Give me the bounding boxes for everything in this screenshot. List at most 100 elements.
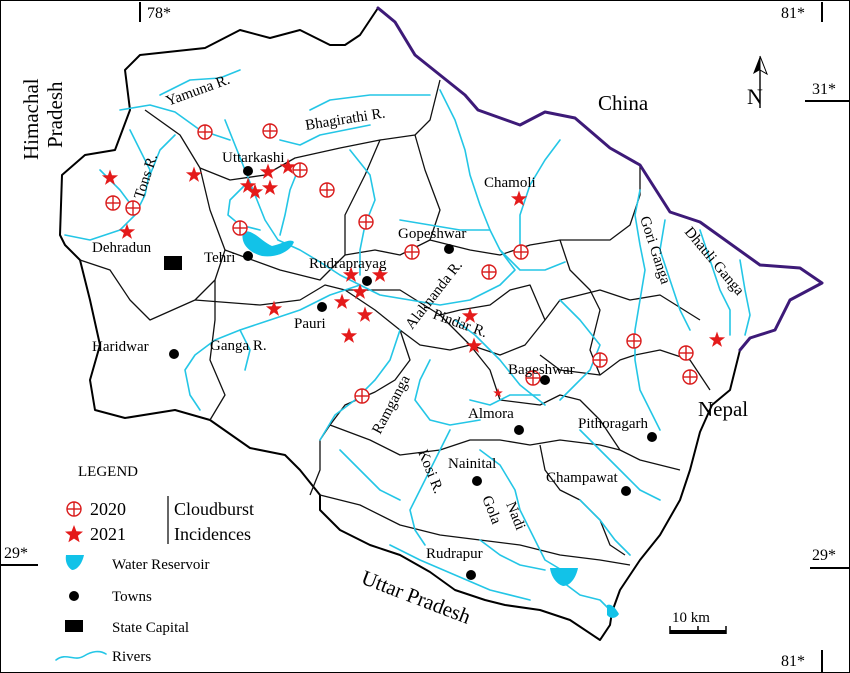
legend-2021-icon: [65, 525, 83, 543]
legend-rivers-label: Rivers: [112, 649, 151, 665]
legend-capital-label: State Capital: [112, 620, 189, 636]
cloudburst-2020-marker: [481, 264, 497, 280]
legend-2020-label: 2020: [90, 499, 126, 519]
cloudburst-2020-marker: [262, 123, 278, 139]
region-nepal: Nepal: [698, 397, 748, 421]
legend-2020-icon: [66, 501, 82, 517]
cloudburst-2021-marker: [259, 163, 277, 179]
cloudburst-2021-marker: [239, 177, 257, 193]
cloudburst-2021-marker: [185, 166, 203, 182]
cloudburst-2021-marker: [279, 158, 297, 174]
cloudburst-2020-marker: [197, 124, 213, 140]
town-dot-champawat: [621, 486, 631, 496]
legend-reservoir-label: Water Reservoir: [112, 557, 210, 573]
town-label-pauri: Pauri: [294, 316, 326, 332]
legend-town-icon: [69, 591, 79, 601]
cloudburst-2021-marker: [351, 283, 369, 299]
coord-right-upper: 31*: [812, 81, 836, 98]
river-label-ganga: Ganga R.: [210, 338, 267, 354]
scale-bar-label: 10 km: [672, 610, 710, 626]
cloudburst-2021-marker: [461, 307, 479, 323]
cloudburst-2020-marker: [592, 352, 608, 368]
town-label-bageshwar: Bageshwar: [508, 362, 575, 378]
cloudburst-2020-marker: [358, 214, 374, 230]
coord-right-lower: 29*: [812, 547, 836, 564]
cloudburst-2020-marker: [354, 388, 370, 404]
incidences-2020: [105, 123, 698, 404]
cloudburst-2021-marker: [493, 388, 503, 397]
town-label-pithoragarh: Pithoragarh: [578, 416, 648, 432]
scale-bar: 10 km: [669, 610, 727, 634]
district-boundaries: [79, 79, 711, 566]
legend-river-icon: [55, 650, 107, 661]
town-dot-pauri: [317, 302, 327, 312]
legend: LEGEND 2020 2021 Cloudburst Incidences W…: [55, 464, 254, 665]
cloudburst-2020-marker: [292, 162, 308, 178]
town-label-nainital: Nainital: [448, 456, 496, 472]
town-label-uttarkashi: Uttarkashi: [222, 150, 284, 166]
legend-cloudburst-label: Cloudburst: [174, 499, 254, 519]
cloudburst-2021-marker: [246, 183, 264, 199]
legend-towns-label: Towns: [112, 589, 152, 605]
town-dot-gopeshwar: [444, 244, 454, 254]
cloudburst-2021-marker: [356, 306, 374, 322]
legend-2021-label: 2021: [90, 524, 126, 544]
cloudburst-2021-marker: [101, 169, 119, 185]
region-himachal-line1: Himachal: [19, 78, 43, 160]
region-himachal-line2: Pradesh: [43, 81, 67, 148]
town-dot-bageshwar: [540, 375, 550, 385]
cloudburst-2020-marker: [682, 369, 698, 385]
town-label-rudraprayag: Rudraprayag: [309, 256, 387, 272]
town-dot-tehri: [243, 251, 253, 261]
reservoir-southeast: [607, 604, 619, 618]
coord-bottom-right: 81*: [781, 653, 805, 670]
town-dot-rudraprayag: [362, 276, 372, 286]
town-label-champawat: Champawat: [546, 470, 618, 486]
legend-reservoir-icon: [65, 555, 84, 570]
cloudburst-2021-marker: [708, 331, 726, 347]
cloudburst-2020-marker: [626, 333, 642, 349]
coord-top-left: 78*: [147, 5, 171, 22]
town-dot-uttarkashi: [243, 166, 253, 176]
cloudburst-2021-marker: [118, 223, 136, 239]
cloudburst-2020-marker: [404, 244, 420, 260]
cloudburst-2021-marker: [510, 190, 528, 206]
cloudburst-2020-marker: [678, 345, 694, 361]
coord-left-lower: 29*: [4, 545, 28, 562]
north-arrow-label: N: [747, 84, 763, 109]
cloudburst-2021-marker: [342, 266, 360, 282]
cloudburst-2020-marker: [525, 370, 541, 386]
town-label-dehradun: Dehradun: [92, 240, 152, 256]
legend-incidences-label: Incidences: [174, 524, 251, 544]
town-label-rudrapur: Rudrapur: [426, 546, 483, 562]
town-label-tehri: Tehri: [204, 250, 235, 266]
town-label-haridwar: Haridwar: [92, 339, 149, 355]
town-dot-haridwar: [169, 349, 179, 359]
coord-top-right: 81*: [781, 5, 805, 22]
town-dot-pithoragarh: [647, 432, 657, 442]
town-label-gopeshwar: Gopeshwar: [398, 226, 466, 242]
region-china: China: [598, 91, 649, 115]
tehri-reservoir: [242, 231, 294, 257]
cloudburst-2020-marker: [125, 200, 141, 216]
cloudburst-2020-marker: [319, 182, 335, 198]
state-capital-marker: [164, 256, 182, 270]
cloudburst-2021-marker: [465, 337, 483, 353]
legend-title: LEGEND: [78, 464, 138, 480]
cloudburst-2021-marker: [371, 266, 389, 282]
cloudburst-2020-marker: [513, 244, 529, 260]
town-label-chamoli: Chamoli: [484, 175, 536, 191]
town-label-almora: Almora: [468, 406, 514, 422]
cloudburst-2021-marker: [333, 293, 351, 309]
town-dot-nainital: [472, 476, 482, 486]
town-dot-almora: [514, 425, 524, 435]
town-markers: [169, 166, 657, 580]
incidences-2021: [101, 158, 726, 397]
reservoir-south: [550, 568, 578, 586]
cloudburst-2021-marker: [261, 179, 279, 195]
cloudburst-2021-marker: [265, 300, 283, 316]
cloudburst-2020-marker: [232, 220, 248, 236]
north-arrow-icon: N: [747, 55, 768, 109]
town-dot-rudrapur: [466, 570, 476, 580]
